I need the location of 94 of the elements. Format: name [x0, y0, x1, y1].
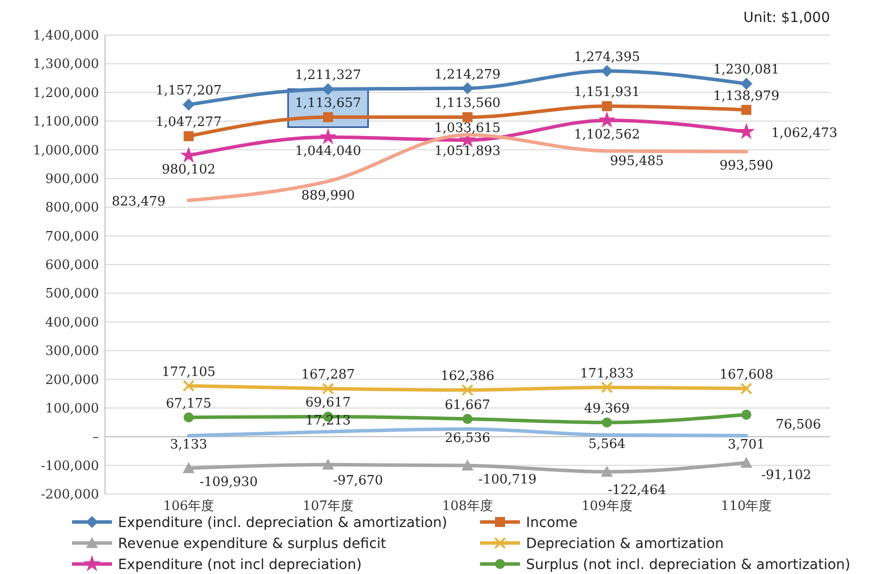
- point: [600, 466, 613, 477]
- point: [602, 101, 612, 112]
- point: [320, 128, 337, 144]
- data-label: 171,833: [580, 366, 634, 382]
- point: [740, 456, 752, 468]
- data-label: 3,701: [728, 438, 765, 453]
- point: [462, 414, 472, 424]
- point: [462, 460, 474, 471]
- point: [598, 111, 616, 128]
- data-label: 889,990: [301, 188, 355, 204]
- y-tick-label: 1,100,000: [32, 114, 99, 130]
- x-tick-label: 110年度: [720, 498, 772, 514]
- legend-label: Expenditure (not incl depreciation): [118, 556, 362, 573]
- data-label: 3,133: [170, 438, 208, 453]
- data-label: 177,105: [162, 364, 216, 380]
- data-label: -97,670: [333, 474, 384, 489]
- y-tick-label: 500,000: [45, 286, 99, 302]
- point: [600, 381, 613, 394]
- x-tick-label: 106年度: [163, 498, 214, 514]
- y-tick-label: -200,000: [40, 488, 99, 503]
- data-label: 76,506: [776, 418, 822, 433]
- data-label: 1,113,560: [434, 96, 501, 112]
- data-label: -122,464: [608, 482, 666, 498]
- data-label: -91,102: [761, 468, 812, 483]
- point: [740, 78, 752, 90]
- point: [182, 98, 195, 111]
- data-label: 980,102: [162, 162, 216, 178]
- data-label: 1,044,040: [294, 144, 362, 160]
- y-tick-label: 800,000: [45, 200, 99, 216]
- point: [741, 104, 752, 115]
- legend-label: Surplus (not incl. depreciation & amortization): [526, 556, 850, 573]
- y-tick-label: 900,000: [45, 172, 99, 187]
- y-tick-label: 100,000: [45, 401, 99, 416]
- point: [184, 412, 194, 422]
- data-label: 69,617: [305, 396, 351, 411]
- y-tick-label: 200,000: [45, 372, 99, 388]
- data-label: 1,062,473: [771, 126, 838, 141]
- data-label: 1,274,395: [574, 50, 640, 66]
- y-tick-label: –: [92, 430, 99, 446]
- data-label: 1,151,931: [574, 85, 640, 100]
- point: [182, 462, 195, 474]
- point: [602, 417, 612, 428]
- x-tick-label: 107年度: [302, 498, 354, 514]
- data-label: 49,369: [584, 401, 630, 416]
- point: [462, 384, 474, 396]
- x-tick-label: 109年度: [582, 498, 632, 514]
- data-label: 995,485: [610, 154, 664, 170]
- point: [184, 131, 194, 142]
- point: [740, 382, 752, 395]
- point: [462, 112, 472, 122]
- data-label: 1,033,615: [434, 121, 501, 136]
- data-label: 1,047,277: [156, 115, 222, 130]
- data-label: -100,719: [478, 472, 537, 488]
- data-label: 993,590: [719, 158, 774, 174]
- y-tick-label: 400,000: [45, 315, 99, 330]
- data-label: 1,051,893: [434, 144, 501, 159]
- point: [182, 380, 195, 392]
- point: [462, 82, 474, 94]
- y-tick-label: 1,400,000: [32, 28, 99, 44]
- point: [741, 410, 752, 420]
- data-label: 61,667: [444, 398, 490, 413]
- data-label: -109,930: [200, 475, 258, 490]
- legend-label: Expenditure (incl. depreciation & amortization): [118, 514, 448, 531]
- data-label: 1,230,081: [713, 62, 780, 78]
- point: [323, 112, 334, 122]
- data-label: 1,113,657: [294, 96, 362, 112]
- legend-label: Revenue expenditure & surplus deficit: [118, 536, 387, 552]
- y-tick-label: 300,000: [45, 344, 99, 360]
- legend-label: Income: [526, 514, 578, 531]
- y-tick-label: -100,000: [40, 458, 99, 474]
- y-tick-label: 1,000,000: [32, 143, 99, 158]
- data-label: 17,213: [305, 414, 351, 429]
- legend-label: Depreciation & amortization: [526, 536, 724, 552]
- data-label: 26,536: [444, 431, 490, 446]
- y-tick-label: 1,300,000: [32, 57, 99, 72]
- data-label: 1,214,279: [434, 67, 501, 82]
- data-label: 823,479: [112, 194, 166, 210]
- point: [322, 458, 334, 470]
- y-tick-label: 1,200,000: [32, 86, 99, 101]
- x-tick-label: 108年度: [442, 498, 493, 514]
- data-label: 5,564: [588, 437, 626, 452]
- data-label: 1,138,979: [713, 88, 780, 104]
- data-label: 67,175: [166, 396, 212, 412]
- data-label: 1,211,327: [294, 68, 362, 84]
- y-tick-label: 700,000: [45, 229, 99, 244]
- data-label: 162,386: [440, 369, 494, 384]
- data-label: 1,157,207: [156, 84, 222, 99]
- data-label: 1,102,562: [574, 127, 640, 142]
- data-label: 167,287: [301, 368, 355, 383]
- text: Unit: $1,000: [743, 10, 830, 26]
- data-label: 167,608: [719, 368, 774, 383]
- point: [322, 382, 334, 395]
- point: [738, 122, 755, 140]
- y-tick-label: 600,000: [45, 258, 99, 274]
